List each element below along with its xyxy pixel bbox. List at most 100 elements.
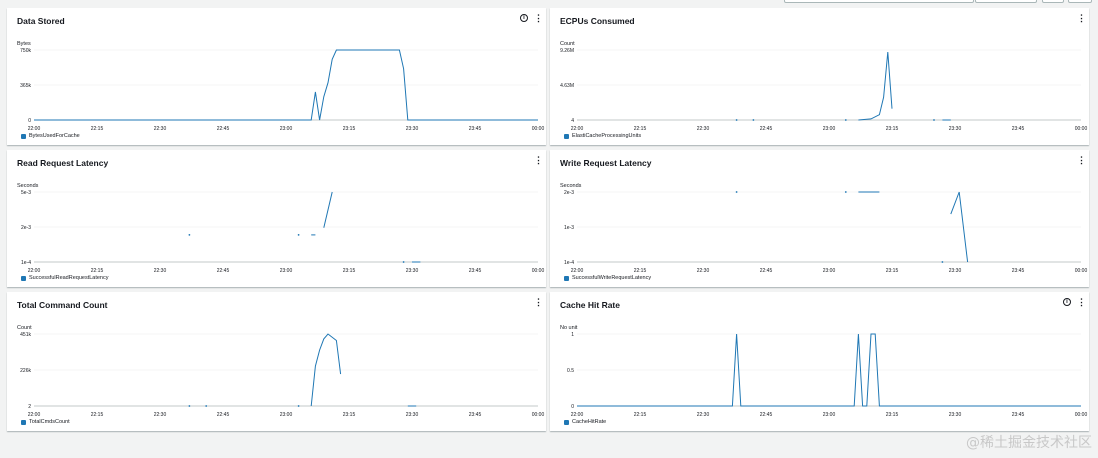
- x-tick-label: 23:30: [406, 412, 419, 418]
- x-tick-label: 22:30: [697, 126, 710, 132]
- data-point: [844, 119, 847, 121]
- x-tick-label: 00:00: [1075, 268, 1088, 274]
- widget-title: Cache Hit Rate: [560, 300, 620, 310]
- data-point: [844, 191, 847, 193]
- top-toolbar: [0, 0, 1098, 4]
- series-line: [310, 333, 342, 407]
- data-point: [735, 119, 738, 121]
- x-tick-label: 23:00: [280, 268, 293, 274]
- chart-plot[interactable]: 1 0.5 0 22:00 22:15 22:30 22:45 23:00 23:15 23:30…: [550, 292, 1089, 431]
- x-tick-label: 00:00: [532, 126, 545, 132]
- chart-plot[interactable]: 5e-3 2e-3 1e-4 22:00 22:15 22:30 22:45 23:00 23:…: [7, 150, 546, 287]
- refresh-selector[interactable]: [975, 0, 1037, 3]
- x-tick-label: 23:00: [280, 412, 293, 418]
- widget-title: Data Stored: [17, 16, 65, 26]
- info-icon[interactable]: i: [1063, 298, 1071, 306]
- series-line: [858, 51, 893, 121]
- legend-label: SuccessfulReadRequestLatency: [29, 275, 109, 281]
- legend-label: ElastiCacheProcessingUnits: [572, 133, 642, 139]
- y-tick-label: 2: [28, 404, 31, 410]
- x-tick-label: 23:30: [949, 126, 962, 132]
- data-point: [735, 191, 738, 193]
- x-tick-label: 22:45: [217, 268, 230, 274]
- x-tick-label: 23:30: [949, 412, 962, 418]
- x-tick-label: 22:30: [154, 268, 167, 274]
- x-tick-label: 22:15: [91, 268, 104, 274]
- data-point: [933, 119, 935, 121]
- widget-data-stored: Data Stored i ⋮ Bytes 750k 365k 0 22:00 22:15 22:…: [7, 8, 546, 145]
- y-tick-label: 1: [571, 332, 574, 338]
- series-line: [323, 191, 333, 228]
- settings-button[interactable]: [1068, 0, 1092, 3]
- legend-item[interactable]: ElastiCacheProcessingUnits: [564, 133, 641, 139]
- chart-plot[interactable]: 750k 365k 0 22:00 22:15 22:30 22:45 23:00 23:15 2…: [7, 8, 546, 145]
- widget-cache-hit-rate: Cache Hit Rate i ⋮ No unit 1 0.5 0 22:00 22:15 22…: [550, 292, 1089, 431]
- legend-label: SuccessfulWriteRequestLatency: [572, 275, 652, 281]
- y-axis-unit: Bytes: [17, 41, 31, 47]
- x-tick-label: 23:00: [823, 412, 836, 418]
- x-tick-label: 22:00: [28, 412, 41, 418]
- x-tick-label: 23:45: [1012, 126, 1025, 132]
- x-tick-label: 22:30: [697, 268, 710, 274]
- y-tick-label: 365k: [20, 83, 31, 89]
- legend-item[interactable]: SuccessfulWriteRequestLatency: [564, 275, 651, 281]
- y-tick-label: 5e-3: [21, 190, 31, 196]
- chart-plot[interactable]: 9.26M 4.63M 4 22:00 22:15 22:30 22:45 23:00 23:1…: [550, 8, 1089, 145]
- legend-swatch: [21, 419, 26, 425]
- widget-total-command-count: Total Command Count ⋮ Count 451k 226k 2 22:00 2…: [7, 292, 546, 431]
- x-tick-label: 23:30: [949, 268, 962, 274]
- x-tick-label: 00:00: [532, 268, 545, 274]
- x-tick-label: 23:00: [823, 126, 836, 132]
- legend-swatch: [21, 133, 26, 139]
- y-tick-label: 226k: [20, 368, 31, 374]
- y-tick-label: 451k: [20, 332, 31, 338]
- y-tick-label: 2e-3: [21, 225, 31, 231]
- x-tick-label: 23:45: [469, 268, 482, 274]
- y-tick-label: 750k: [20, 48, 31, 54]
- legend-item[interactable]: CacheHitRate: [564, 419, 606, 425]
- x-tick-label: 23:45: [469, 126, 482, 132]
- x-tick-label: 23:15: [343, 126, 356, 132]
- x-tick-label: 22:45: [217, 412, 230, 418]
- legend-swatch: [564, 419, 569, 425]
- x-tick-label: 23:45: [1012, 412, 1025, 418]
- legend-item[interactable]: TotalCmdsCount: [21, 419, 70, 425]
- x-tick-label: 22:15: [634, 268, 647, 274]
- x-tick-label: 22:30: [697, 412, 710, 418]
- legend-item[interactable]: BytesUsedForCache: [21, 133, 80, 139]
- series-line: [950, 191, 969, 263]
- chart-plot[interactable]: 2e-3 1e-3 1e-4 22:00 22:15 22:30 22:45 23:00 23:…: [550, 150, 1089, 287]
- info-icon[interactable]: i: [520, 14, 528, 22]
- x-tick-label: 23:30: [406, 268, 419, 274]
- widget-read-request-latency: Read Request Latency ⋮ Seconds 5e-3 2e-3 1e-4…: [7, 150, 546, 287]
- legend-item[interactable]: SuccessfulReadRequestLatency: [21, 275, 109, 281]
- y-tick-label: 4.63M: [560, 83, 574, 89]
- legend-label: TotalCmdsCount: [29, 419, 70, 425]
- x-tick-label: 23:00: [823, 268, 836, 274]
- x-tick-label: 00:00: [1075, 412, 1088, 418]
- time-range-picker[interactable]: [784, 0, 974, 3]
- data-point: [297, 233, 300, 236]
- widget-title: ECPUs Consumed: [560, 16, 635, 26]
- y-tick-label: 0: [28, 118, 31, 124]
- data-point: [402, 261, 405, 263]
- y-axis-unit: Count: [17, 325, 32, 331]
- x-tick-label: 22:15: [91, 412, 104, 418]
- widget-write-request-latency: Write Request Latency ⋮ Seconds 2e-3 1e-3 1e-…: [550, 150, 1089, 287]
- data-point: [188, 405, 191, 407]
- x-tick-label: 22:00: [571, 268, 584, 274]
- widget-title: Total Command Count: [17, 300, 108, 310]
- x-tick-label: 22:15: [634, 126, 647, 132]
- widget-title: Write Request Latency: [560, 158, 652, 168]
- x-tick-label: 00:00: [532, 412, 545, 418]
- x-tick-label: 00:00: [1075, 126, 1088, 132]
- chart-plot[interactable]: 451k 226k 2 22:00 22:15 22:30 22:45 23:00 23:15 2…: [7, 292, 546, 431]
- x-tick-label: 22:45: [217, 126, 230, 132]
- refresh-button[interactable]: [1042, 0, 1064, 3]
- data-point: [205, 405, 208, 407]
- data-point: [752, 119, 755, 121]
- x-tick-label: 23:45: [1012, 268, 1025, 274]
- legend-swatch: [564, 275, 569, 281]
- x-tick-label: 23:15: [886, 412, 899, 418]
- x-tick-label: 22:45: [760, 412, 773, 418]
